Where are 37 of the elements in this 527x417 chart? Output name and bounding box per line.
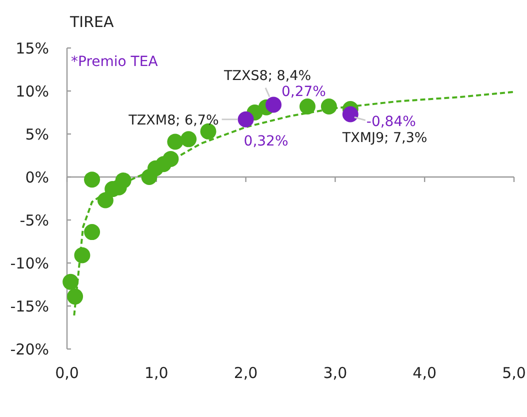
point [180,131,197,148]
point [320,98,337,114]
point [299,98,316,114]
x-tick-label: 0,0 [55,364,79,382]
data-label: TZXS8; 8,4% [222,68,312,84]
point [167,134,184,150]
y-tick-label: -10% [10,254,49,272]
point [238,111,254,128]
y-tick-label: -5% [20,211,49,230]
y-axis-title: TIREA [69,13,114,31]
data-label: TXMJ9; 7,3% [341,130,428,146]
point [115,172,132,188]
point [67,288,84,305]
y-tick-label: 15% [16,39,49,58]
y-tick-label: 10% [16,82,49,100]
x-tick-label: 1,0 [144,364,168,382]
annotation: 0,27% [282,84,326,100]
point [162,150,179,167]
x-tick-label: 2,0 [234,364,258,382]
point [97,192,114,208]
point [266,96,282,113]
point [84,224,100,240]
annotation: 0,32% [244,133,288,150]
data-label: TZXM8; 6,7% [128,112,219,128]
y-tick-label: 0% [25,168,49,186]
x-tick-label: 4,0 [412,364,437,382]
annotation: -0,84% [366,114,416,130]
y-tick-label: 5% [25,125,49,144]
point [74,247,90,264]
x-tick-label: 3,0 [323,364,348,382]
y-tick-label: -15% [10,297,49,316]
y-tick-label: -20% [10,340,49,358]
point [84,172,100,188]
point [342,106,358,122]
point [62,274,79,290]
annotation: *Premio TEA [71,54,158,70]
x-tick-label: 5,0 [502,364,526,382]
